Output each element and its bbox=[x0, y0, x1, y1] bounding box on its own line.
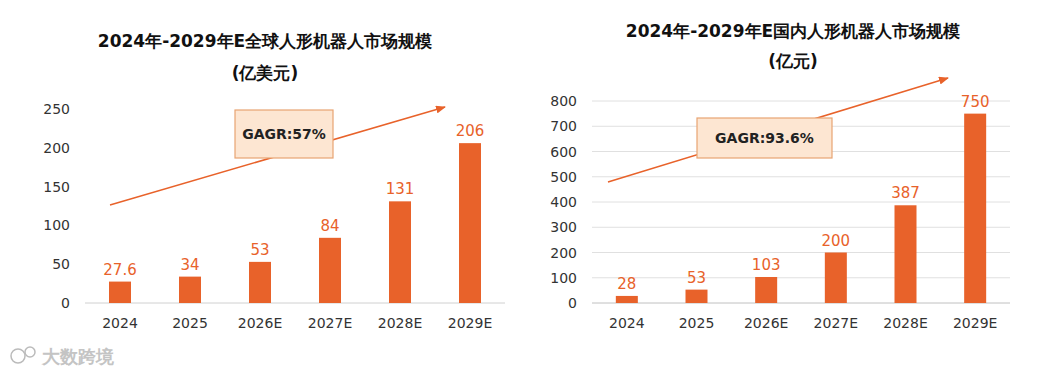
data-label: 387 bbox=[891, 184, 920, 202]
trend-arrow bbox=[608, 78, 948, 182]
watermark-icon bbox=[25, 347, 35, 357]
data-label: 750 bbox=[961, 93, 990, 111]
chart: 2024年-2029年E全球人形机器人市场规模 (亿美元) 0 50 100 150 200… bbox=[43, 31, 505, 331]
tick-label: 200 bbox=[550, 245, 577, 261]
tick-label: 150 bbox=[43, 179, 70, 195]
grid-line bbox=[592, 303, 1010, 304]
watermark-text: 大数跨境 bbox=[41, 346, 114, 367]
annotation: GAGR:57% bbox=[242, 126, 326, 142]
tick-label: 700 bbox=[550, 118, 577, 134]
data-label: 200 bbox=[822, 232, 851, 250]
tick-mark bbox=[81, 264, 85, 265]
data-label: 103 bbox=[752, 256, 781, 274]
tick-mark bbox=[81, 147, 85, 148]
data-label: 34 bbox=[180, 256, 199, 274]
tick-label: 0 bbox=[61, 295, 70, 311]
annotation-box bbox=[235, 110, 333, 158]
category-label: 2024 bbox=[102, 315, 138, 331]
annotation: GAGR:93.6% bbox=[715, 130, 814, 146]
category-label: 2028E bbox=[378, 315, 422, 331]
bar bbox=[616, 296, 638, 303]
grid-line bbox=[592, 227, 1010, 228]
x-axis bbox=[592, 303, 1010, 304]
bar bbox=[964, 114, 986, 303]
grid-line bbox=[592, 101, 1010, 102]
bar bbox=[686, 290, 708, 303]
canvas: 2024年-2029年E全球人形机器人市场规模 (亿美元) 0 50 100 150 200… bbox=[0, 0, 1052, 375]
title: 2024年-2029年E国内人形机器人市场规模 bbox=[626, 21, 960, 41]
category-label: 2026E bbox=[238, 315, 282, 331]
bar bbox=[249, 262, 271, 303]
category-label: 2029E bbox=[448, 315, 492, 331]
tick-label: 50 bbox=[52, 256, 70, 272]
category-label: 2025 bbox=[679, 315, 715, 331]
category-label: 2024 bbox=[609, 315, 645, 331]
tick-mark bbox=[81, 303, 85, 304]
chart: 2024年-2029年E国内人形机器人市场规模 (亿元) 0 100 200 300 400… bbox=[550, 21, 1010, 331]
tick-label: 600 bbox=[550, 144, 577, 160]
category-label: 2027E bbox=[814, 315, 858, 331]
tick-label: 0 bbox=[568, 295, 577, 311]
tick-label: 200 bbox=[43, 140, 70, 156]
annotation-box bbox=[697, 118, 832, 158]
category-label: 2026E bbox=[744, 315, 788, 331]
grid-line bbox=[592, 277, 1010, 278]
tick-label: 300 bbox=[550, 219, 577, 235]
category-label: 2025 bbox=[172, 315, 208, 331]
tick-label: 100 bbox=[550, 270, 577, 286]
bars bbox=[109, 143, 481, 303]
bar bbox=[895, 205, 917, 303]
bar bbox=[109, 282, 131, 303]
data-label: 53 bbox=[250, 241, 269, 259]
grid-line bbox=[592, 202, 1010, 203]
x-axis bbox=[85, 303, 505, 304]
bar bbox=[755, 277, 777, 303]
tick-mark bbox=[81, 109, 85, 110]
data-label: 28 bbox=[617, 275, 636, 293]
data-label: 206 bbox=[456, 122, 485, 140]
data-label: 84 bbox=[320, 217, 339, 235]
bar bbox=[179, 277, 201, 303]
category-label: 2028E bbox=[883, 315, 927, 331]
data-label: 53 bbox=[687, 269, 706, 287]
bar bbox=[459, 143, 481, 303]
category-label: 2027E bbox=[308, 315, 352, 331]
tick-label: 100 bbox=[43, 217, 70, 233]
bar bbox=[319, 238, 341, 303]
tick-label: 250 bbox=[43, 101, 70, 117]
tick-mark bbox=[81, 225, 85, 226]
title: 2024年-2029年E全球人形机器人市场规模 bbox=[98, 31, 432, 51]
data-label: 131 bbox=[386, 180, 415, 198]
tick-label: 800 bbox=[550, 93, 577, 109]
bar bbox=[389, 201, 411, 303]
tick-mark bbox=[81, 186, 85, 187]
category-label: 2029E bbox=[953, 315, 997, 331]
subtitle: (亿美元) bbox=[232, 63, 299, 83]
bar bbox=[825, 253, 847, 304]
tick-label: 500 bbox=[550, 169, 577, 185]
watermark-icon bbox=[11, 349, 25, 363]
tick-label: 400 bbox=[550, 194, 577, 210]
subtitle: (亿元) bbox=[768, 51, 818, 71]
bars bbox=[616, 114, 986, 303]
trend-arrow bbox=[110, 107, 445, 205]
grid-line bbox=[592, 176, 1010, 177]
data-label: 27.6 bbox=[103, 261, 136, 279]
grid-line bbox=[592, 252, 1010, 253]
watermark: 大数跨境 bbox=[11, 346, 114, 367]
